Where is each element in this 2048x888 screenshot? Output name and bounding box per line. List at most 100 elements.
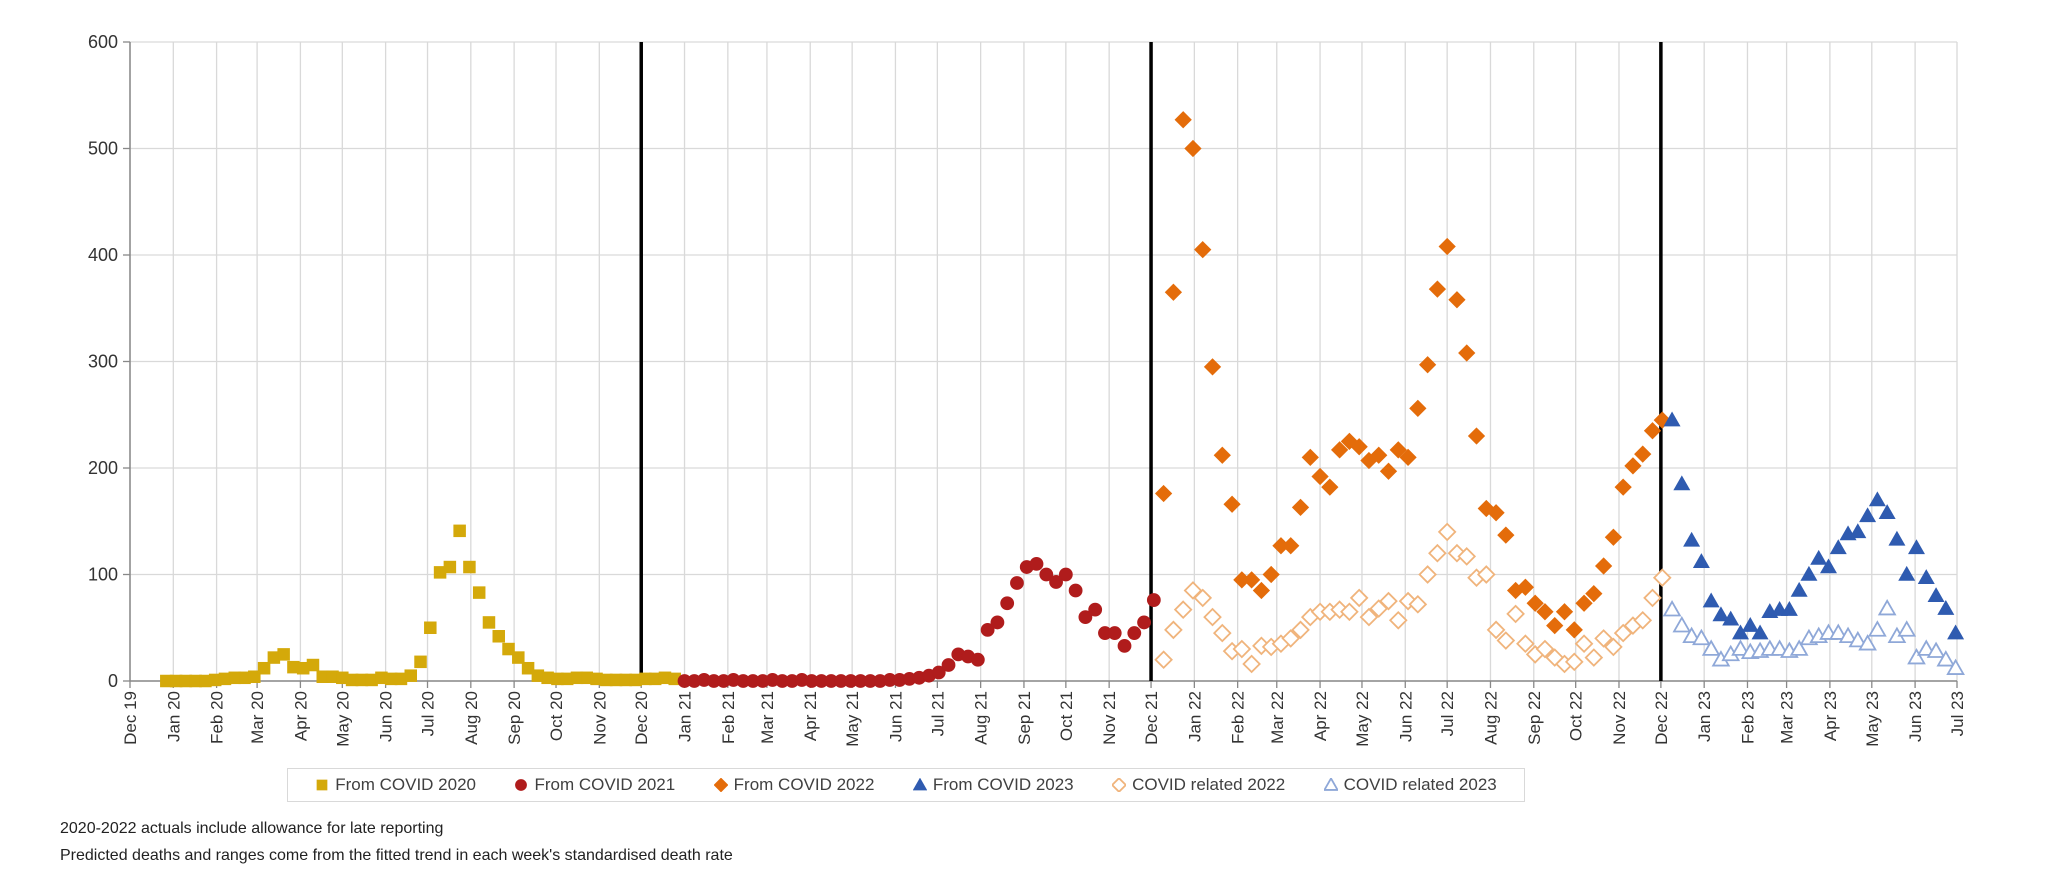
x-tick-label: Oct 21 bbox=[1057, 691, 1076, 741]
y-tick-label: 400 bbox=[88, 245, 118, 265]
data-point bbox=[1594, 557, 1613, 575]
data-point bbox=[1428, 543, 1447, 563]
data-point bbox=[1859, 507, 1877, 523]
data-point bbox=[277, 648, 290, 661]
x-tick-label: Sep 21 bbox=[1015, 691, 1034, 745]
data-point bbox=[257, 661, 271, 675]
x-tick-label: Feb 22 bbox=[1229, 691, 1248, 744]
data-point bbox=[1232, 639, 1252, 659]
data-point bbox=[1594, 629, 1613, 648]
legend: From COVID 2020 From COVID 2021 From COVID… bbox=[287, 768, 1525, 802]
data-point bbox=[1497, 526, 1515, 544]
data-point bbox=[1193, 588, 1213, 608]
legend-diamond-icon bbox=[713, 778, 728, 792]
x-tick-label: Sep 22 bbox=[1525, 691, 1544, 745]
data-point bbox=[1068, 583, 1083, 598]
data-point bbox=[1682, 626, 1701, 644]
data-point bbox=[1936, 650, 1956, 667]
x-tick-label: Mar 21 bbox=[758, 691, 777, 744]
data-point bbox=[414, 655, 427, 669]
data-point bbox=[1000, 596, 1015, 611]
data-point bbox=[1223, 495, 1241, 513]
data-point bbox=[1897, 620, 1917, 637]
data-point bbox=[1370, 446, 1388, 464]
legend-marker bbox=[1323, 778, 1338, 791]
legend-label: From COVID 2021 bbox=[534, 775, 676, 794]
data-point bbox=[1291, 620, 1310, 640]
data-point bbox=[1741, 617, 1759, 632]
x-tick-label: May 22 bbox=[1353, 691, 1372, 747]
data-point bbox=[1183, 581, 1203, 600]
x-tick-label: Dec 20 bbox=[632, 691, 651, 745]
x-tick-label: Aug 20 bbox=[462, 691, 481, 745]
data-point bbox=[1486, 620, 1506, 640]
data-point bbox=[1937, 599, 1955, 615]
data-point bbox=[1029, 556, 1044, 571]
legend-marker bbox=[515, 779, 528, 791]
data-point bbox=[1536, 603, 1554, 621]
data-point bbox=[1184, 139, 1202, 158]
x-tick-label: Feb 20 bbox=[208, 691, 227, 744]
data-point bbox=[1242, 654, 1261, 674]
data-point bbox=[1418, 356, 1437, 374]
data-point bbox=[1282, 537, 1300, 555]
data-point bbox=[1127, 626, 1142, 640]
x-tick-label: Oct 22 bbox=[1567, 691, 1586, 741]
data-point bbox=[248, 670, 261, 683]
data-point bbox=[1673, 475, 1691, 491]
data-point bbox=[1476, 565, 1496, 584]
data-point bbox=[1408, 594, 1428, 614]
x-tick-label: Jan 22 bbox=[1185, 691, 1204, 742]
data-point bbox=[1458, 344, 1476, 362]
legend-square-icon bbox=[316, 779, 328, 791]
data-point bbox=[1330, 441, 1349, 459]
data-point bbox=[1789, 639, 1809, 656]
data-point bbox=[1496, 631, 1516, 650]
data-point bbox=[970, 652, 985, 667]
data-point bbox=[1624, 457, 1642, 475]
data-point bbox=[472, 586, 486, 599]
x-tick-label: Dec 19 bbox=[121, 691, 140, 745]
data-point bbox=[521, 661, 535, 675]
data-point bbox=[1321, 478, 1339, 496]
series-from-covid-2021 bbox=[677, 556, 1161, 688]
data-point bbox=[1349, 588, 1369, 608]
y-tick-label: 200 bbox=[88, 458, 118, 478]
data-point bbox=[1194, 241, 1212, 259]
data-point bbox=[1526, 594, 1544, 612]
y-tick-label: 600 bbox=[88, 32, 118, 52]
legend-label: COVID related 2023 bbox=[1343, 775, 1497, 794]
x-tick-label: May 21 bbox=[843, 691, 862, 747]
data-point bbox=[1174, 111, 1192, 129]
data-point bbox=[941, 658, 956, 672]
data-point bbox=[1917, 569, 1935, 584]
data-point bbox=[1947, 624, 1965, 640]
axes: 0 100 200 300 400 500 600 Dec 19 Jan 20 Feb 20 Mar… bbox=[88, 32, 1967, 747]
data-point bbox=[1379, 591, 1398, 611]
data-point bbox=[1770, 639, 1789, 656]
data-point bbox=[1731, 639, 1750, 656]
data-point bbox=[1301, 448, 1319, 466]
x-tick-label: Mar 20 bbox=[248, 691, 267, 744]
legend-item: From COVID 2022 bbox=[713, 775, 874, 795]
data-point bbox=[1058, 567, 1073, 582]
series-covid-related-2022 bbox=[1154, 522, 1672, 674]
data-point bbox=[1173, 600, 1193, 619]
footnote-late-reporting: 2020-2022 actuals include allowance for … bbox=[60, 820, 444, 837]
x-tick-label: Jun 23 bbox=[1906, 691, 1925, 742]
data-point bbox=[1565, 621, 1583, 639]
y-tick-label: 500 bbox=[88, 139, 118, 159]
data-point bbox=[1946, 658, 1965, 675]
series-from-covid-2023 bbox=[1663, 411, 1965, 640]
data-point bbox=[1800, 565, 1818, 581]
data-point bbox=[1877, 598, 1897, 616]
data-point bbox=[1252, 581, 1271, 600]
data-point bbox=[1701, 639, 1721, 656]
data-point bbox=[1398, 591, 1418, 611]
legend-diamond-icon bbox=[1112, 778, 1127, 792]
data-point bbox=[1820, 558, 1837, 574]
data-point bbox=[1154, 650, 1173, 670]
data-point bbox=[1389, 441, 1407, 459]
data-point bbox=[1146, 593, 1161, 607]
data-point bbox=[1535, 639, 1555, 659]
